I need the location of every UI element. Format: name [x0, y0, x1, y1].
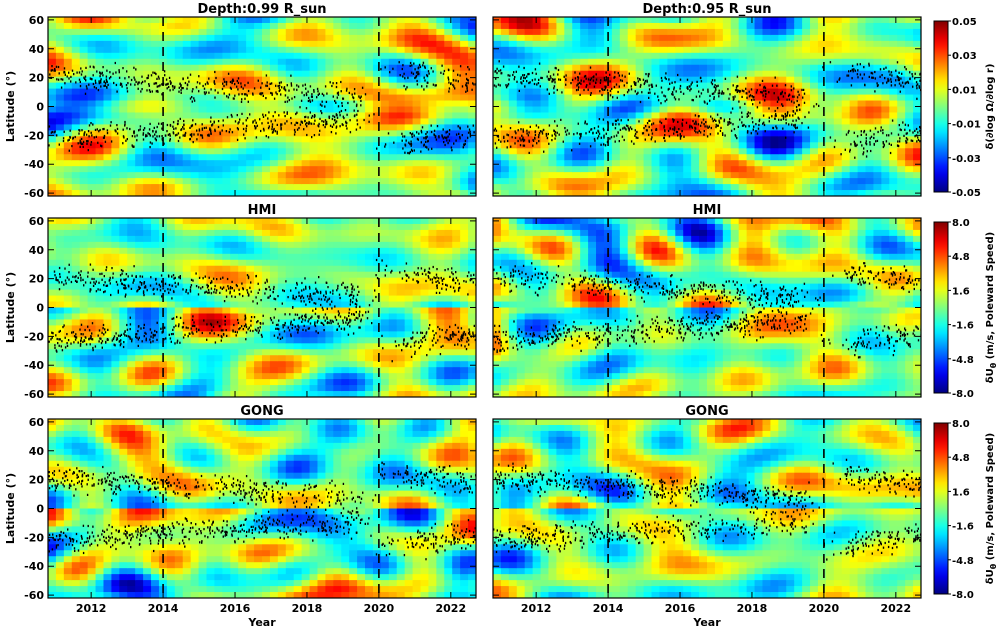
colorbar-tick-label: -4.8: [952, 556, 974, 567]
panel-title: Depth:0.95 R_sun: [643, 2, 772, 17]
y-axis-label: Latitude (°): [4, 272, 17, 343]
y-tick-label: 20: [29, 474, 45, 487]
heatmap-cells: [493, 17, 921, 196]
sunspot-points: [48, 461, 476, 561]
colorbar-label: δ(∂log Ω/∂log r): [985, 64, 996, 150]
heatmap-cells: [48, 218, 476, 397]
sunspot-points: [493, 262, 921, 359]
y-tick-label: 20: [29, 273, 45, 286]
x-tick-label: 2020: [809, 602, 840, 615]
y-tick-label: -60: [24, 187, 44, 200]
y-tick-label: -40: [24, 560, 44, 573]
y-tick-label: -20: [24, 129, 44, 142]
y-tick-label: -20: [24, 330, 44, 343]
colorbar-tick-label: -0.03: [952, 154, 981, 165]
x-tick-label: 2014: [593, 602, 624, 615]
panel-5: GONG 60 40 20 0 -20 -40 -60 2012 2014 2016 2018 2020…: [4, 404, 477, 628]
x-tick-label: 2012: [76, 602, 107, 615]
colorbar-tick-label: 0.01: [952, 85, 977, 96]
colorbar-3: 8.0 4.8 1.6 -1.6 -4.8 -8.0 δUθ (m/s, Poleward …: [933, 419, 998, 601]
panel-title: HMI: [693, 203, 722, 218]
panel-title: GONG: [685, 404, 728, 419]
y-tick-label: -60: [24, 388, 44, 401]
y-tick-label: 0: [36, 503, 44, 516]
colorbar-tick-label: -1.6: [952, 321, 974, 332]
x-tick-label: 2022: [881, 602, 912, 615]
y-tick-label: 20: [29, 72, 45, 85]
y-tick-label: 60: [29, 215, 45, 228]
y-tick-label: 0: [36, 101, 44, 114]
y-tick-label: 40: [29, 244, 45, 257]
colorbar-tick-label: -0.01: [952, 120, 981, 131]
colorbar-tick-label: -1.6: [952, 522, 974, 533]
colorbar-tick-label: 4.8: [952, 252, 970, 263]
colorbar-tick-label: 1.6: [952, 286, 970, 297]
y-tick-label: -40: [24, 359, 44, 372]
colorbar-tick-label: -0.05: [952, 188, 981, 199]
x-tick-label: 2022: [436, 602, 467, 615]
x-axis-label: Year: [692, 616, 721, 628]
y-axis-label: Latitude (°): [4, 71, 17, 142]
colorbar-2: 8.0 4.8 1.6 -1.6 -4.8 -8.0 δUθ (m/s, Poleward …: [933, 218, 998, 400]
y-tick-label: 60: [29, 416, 45, 429]
colorbar-1: 0.05 0.03 0.01 -0.01 -0.03 -0.05 δ(∂log Ω/∂log…: [933, 17, 996, 199]
colorbar-tick-label: -8.0: [952, 590, 974, 601]
x-axis-label: Year: [247, 616, 276, 628]
x-tick-label: 2016: [665, 602, 696, 615]
sunspot-points: [493, 60, 921, 159]
y-tick-label: 40: [29, 43, 45, 56]
x-tick-label: 2016: [220, 602, 251, 615]
y-tick-label: 40: [29, 445, 45, 458]
panel-3: HMI 60 40 20 0 -20 -40 -60 Latitude (°): [4, 203, 477, 401]
x-tick-label: 2020: [364, 602, 395, 615]
colorbar-tick-label: 0.03: [952, 51, 977, 62]
colorbar-tick-label: -4.8: [952, 355, 974, 366]
y-tick-label: -60: [24, 589, 44, 602]
heatmap-cells: [493, 218, 921, 397]
x-tick-label: 2018: [737, 602, 768, 615]
y-tick-label: 60: [29, 14, 45, 27]
panel-title: HMI: [248, 203, 277, 218]
y-tick-label: 0: [36, 302, 44, 315]
y-tick-label: -20: [24, 531, 44, 544]
y-tick-label: -40: [24, 158, 44, 171]
panel-2: Depth:0.95 R_sun: [492, 2, 922, 197]
colorbar-tick-label: 0.05: [952, 17, 977, 28]
y-axis-label: Latitude (°): [4, 473, 17, 544]
heatmap-cells: [48, 419, 476, 598]
x-tick-label: 2012: [521, 602, 552, 615]
colorbar-label: δUθ (m/s, Poleward Speed): [985, 232, 998, 383]
heatmap-cells: [48, 17, 476, 196]
heatmap-cells: [493, 419, 921, 598]
sunspot-points: [48, 61, 476, 155]
colorbar-tick-label: 8.0: [952, 419, 970, 430]
colorbar-tick-label: -8.0: [952, 389, 974, 400]
sunspot-points: [48, 258, 476, 363]
colorbar-tick-label: 8.0: [952, 218, 970, 229]
panel-title: GONG: [240, 404, 283, 419]
sunspot-points: [493, 458, 921, 561]
colorbar-tick-label: 1.6: [952, 487, 970, 498]
x-tick-label: 2018: [292, 602, 323, 615]
colorbar-tick-label: 4.8: [952, 453, 970, 464]
panel-6: GONG 2012 2014 2016 2018 2020 2022 Year: [492, 404, 922, 628]
panel-title: Depth:0.99 R_sun: [198, 2, 327, 17]
colorbar-label: δUθ (m/s, Poleward Speed): [985, 433, 998, 584]
x-tick-label: 2014: [148, 602, 179, 615]
panel-1: Depth:0.99 R_sun 60 40 20 0 -20 -40 -60 Latitude…: [4, 2, 477, 200]
panel-4: HMI: [492, 203, 922, 398]
